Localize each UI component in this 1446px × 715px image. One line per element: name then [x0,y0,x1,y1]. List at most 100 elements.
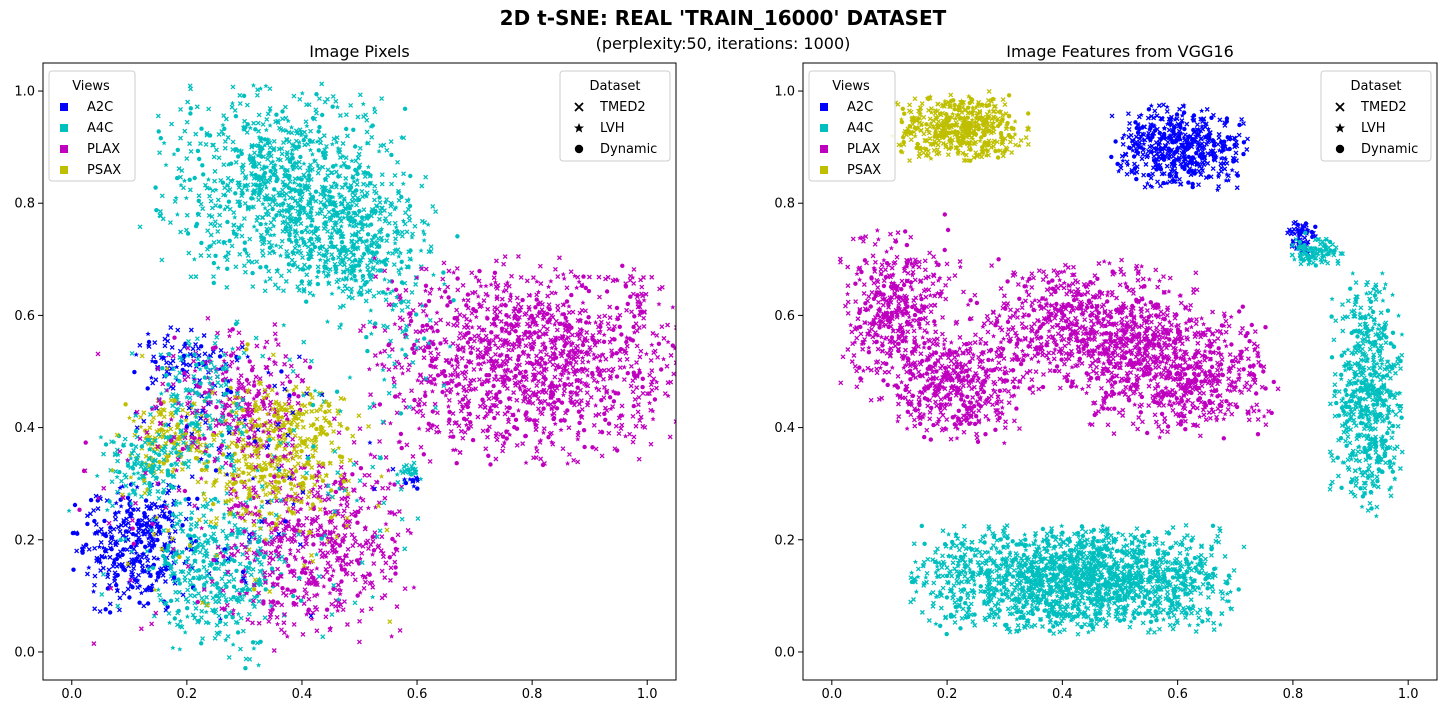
point [244,377,250,383]
point [298,196,304,202]
point [118,503,124,509]
point [153,450,159,456]
point [298,206,304,212]
point [134,557,140,562]
point [335,145,341,151]
point [309,218,316,224]
point [522,384,528,390]
point [383,560,389,566]
point [251,189,257,195]
point [624,307,630,313]
point [217,629,223,635]
point [580,359,586,365]
point [264,411,270,417]
point [189,421,194,426]
point [364,193,370,199]
point [183,417,189,423]
point [357,618,363,624]
point [283,191,289,197]
point [562,327,568,333]
point [393,236,399,242]
point [279,422,286,428]
point [498,318,504,324]
point [591,351,597,357]
point [122,472,128,478]
point [608,353,615,359]
point [387,510,393,515]
point [259,136,264,141]
point [303,133,309,139]
point [241,216,247,222]
point [156,570,162,576]
point [120,566,126,572]
point [252,422,258,428]
point [391,551,397,557]
point [543,389,549,395]
point [159,566,165,572]
point [287,379,293,384]
point [688,349,692,353]
point [395,532,401,538]
point [251,522,257,528]
point [338,481,343,487]
point [491,395,497,401]
point [162,336,168,342]
point [364,289,370,295]
point [421,237,427,243]
point [467,411,472,417]
point [151,448,157,454]
point [295,548,301,554]
point [515,322,521,328]
point [331,244,336,250]
point [255,120,261,126]
point [551,339,557,345]
point [189,443,195,449]
point [208,589,214,595]
point [184,156,190,161]
point [115,489,120,495]
point [476,333,482,339]
point [280,116,285,122]
point [247,236,253,242]
point [165,516,172,522]
point [204,568,210,574]
point [258,639,263,644]
point [319,81,325,87]
point [234,444,240,449]
point [604,289,610,294]
point [379,237,385,243]
point [111,557,117,563]
point [218,383,224,389]
point [209,562,214,567]
point [166,382,171,387]
point [297,528,303,534]
point [577,420,582,426]
point [162,548,168,554]
point [281,590,286,596]
point [677,373,682,378]
point [393,546,399,552]
point [581,428,587,433]
point [283,115,289,121]
point [492,415,497,421]
point [399,259,404,264]
point [341,396,348,402]
point [121,519,126,525]
point [135,453,141,458]
point [672,345,676,351]
point [523,369,528,374]
point [156,432,162,438]
point [271,599,276,604]
point [273,399,279,405]
point [274,614,280,620]
point [507,322,512,328]
point [324,96,330,102]
point [498,399,503,405]
point [204,464,210,469]
point [292,491,298,497]
point [347,222,353,228]
point [122,436,128,442]
point [552,321,558,327]
point [576,279,582,285]
point [314,478,320,484]
